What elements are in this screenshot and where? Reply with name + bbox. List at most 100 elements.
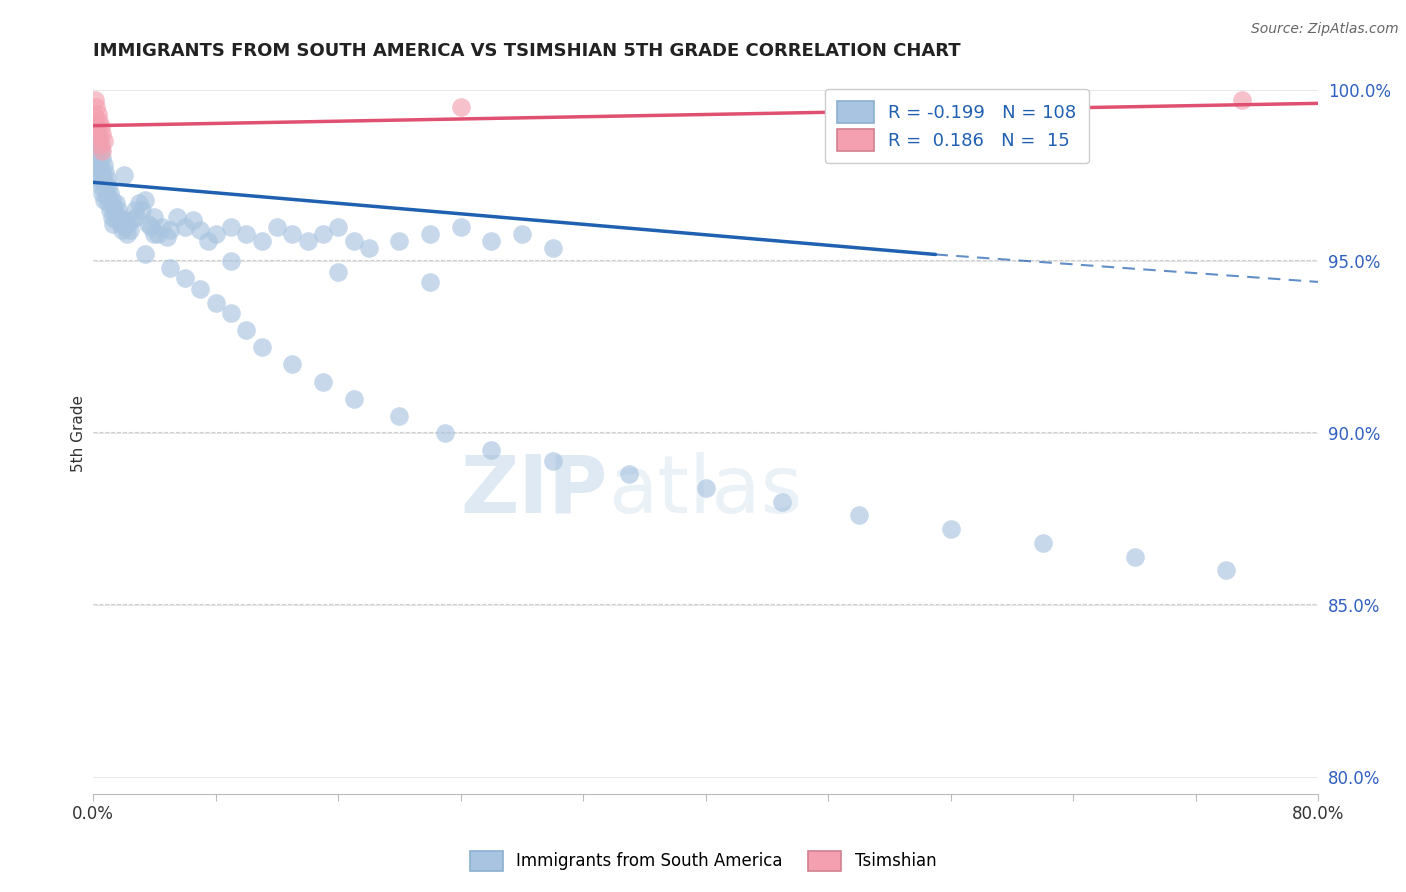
- Point: [204, 295, 226, 310]
- Point: [190, 223, 212, 237]
- Point: [190, 282, 212, 296]
- Point: [134, 193, 156, 207]
- Point: [98, 186, 121, 200]
- Point: [479, 443, 502, 458]
- Point: [1123, 549, 1146, 564]
- Point: [101, 199, 124, 213]
- Point: [101, 217, 124, 231]
- Point: [84, 158, 107, 172]
- Point: [266, 219, 288, 234]
- Point: [93, 193, 115, 207]
- Point: [141, 219, 163, 234]
- Point: [312, 375, 335, 389]
- Point: [93, 158, 115, 172]
- Point: [174, 271, 197, 285]
- Point: [97, 196, 120, 211]
- Point: [297, 234, 319, 248]
- Point: [111, 223, 134, 237]
- Point: [328, 265, 350, 279]
- Point: [115, 227, 138, 241]
- Text: IMMIGRANTS FROM SOUTH AMERICA VS TSIMSHIAN 5TH GRADE CORRELATION CHART: IMMIGRANTS FROM SOUTH AMERICA VS TSIMSHI…: [93, 42, 960, 60]
- Point: [94, 182, 117, 196]
- Point: [107, 202, 129, 217]
- Text: Source: ZipAtlas.com: Source: ZipAtlas.com: [1251, 22, 1399, 37]
- Point: [84, 100, 107, 114]
- Point: [93, 175, 115, 189]
- Point: [87, 124, 110, 138]
- Point: [419, 275, 441, 289]
- Point: [84, 124, 107, 138]
- Point: [93, 134, 115, 148]
- Point: [770, 494, 793, 508]
- Point: [143, 227, 166, 241]
- Point: [1215, 563, 1237, 577]
- Point: [510, 227, 533, 241]
- Point: [150, 219, 173, 234]
- Point: [91, 128, 114, 142]
- Point: [118, 223, 141, 237]
- Point: [108, 210, 131, 224]
- Point: [83, 110, 105, 124]
- Point: [143, 210, 166, 224]
- Point: [174, 219, 197, 234]
- Point: [219, 306, 242, 320]
- Point: [104, 206, 127, 220]
- Point: [235, 323, 257, 337]
- Point: [83, 145, 105, 159]
- Point: [83, 117, 105, 131]
- Point: [121, 213, 143, 227]
- Point: [91, 145, 114, 159]
- Point: [94, 165, 117, 179]
- Point: [156, 230, 179, 244]
- Point: [617, 467, 640, 482]
- Point: [250, 340, 273, 354]
- Point: [84, 141, 107, 155]
- Point: [105, 196, 128, 211]
- Point: [124, 202, 146, 217]
- Point: [357, 241, 380, 255]
- Point: [342, 392, 364, 406]
- Point: [105, 213, 128, 227]
- Point: [219, 254, 242, 268]
- Point: [134, 247, 156, 261]
- Point: [146, 227, 169, 241]
- Point: [89, 113, 111, 128]
- Point: [204, 227, 226, 241]
- Legend: Immigrants from South America, Tsimshian: Immigrants from South America, Tsimshian: [461, 842, 945, 880]
- Point: [114, 219, 136, 234]
- Point: [112, 169, 135, 183]
- Point: [197, 234, 219, 248]
- Point: [84, 117, 107, 131]
- Point: [97, 178, 120, 193]
- Point: [87, 130, 110, 145]
- Point: [90, 137, 112, 152]
- Point: [342, 234, 364, 248]
- Point: [91, 186, 114, 200]
- Point: [166, 210, 188, 224]
- Point: [100, 210, 122, 224]
- Point: [117, 217, 139, 231]
- Point: [328, 219, 350, 234]
- Legend: R = -0.199   N = 108, R =  0.186   N =  15: R = -0.199 N = 108, R = 0.186 N = 15: [825, 88, 1088, 163]
- Point: [98, 202, 121, 217]
- Point: [89, 172, 111, 186]
- Point: [1230, 93, 1253, 107]
- Point: [128, 196, 150, 211]
- Point: [695, 481, 717, 495]
- Point: [125, 210, 148, 224]
- Point: [96, 189, 118, 203]
- Point: [388, 234, 411, 248]
- Y-axis label: 5th Grade: 5th Grade: [72, 394, 86, 472]
- Point: [939, 522, 962, 536]
- Point: [541, 241, 564, 255]
- Point: [110, 217, 132, 231]
- Point: [112, 213, 135, 227]
- Point: [281, 357, 304, 371]
- Point: [281, 227, 304, 241]
- Point: [90, 161, 112, 176]
- Point: [87, 106, 110, 120]
- Point: [479, 234, 502, 248]
- Point: [136, 217, 159, 231]
- Point: [87, 148, 110, 162]
- Point: [159, 223, 181, 237]
